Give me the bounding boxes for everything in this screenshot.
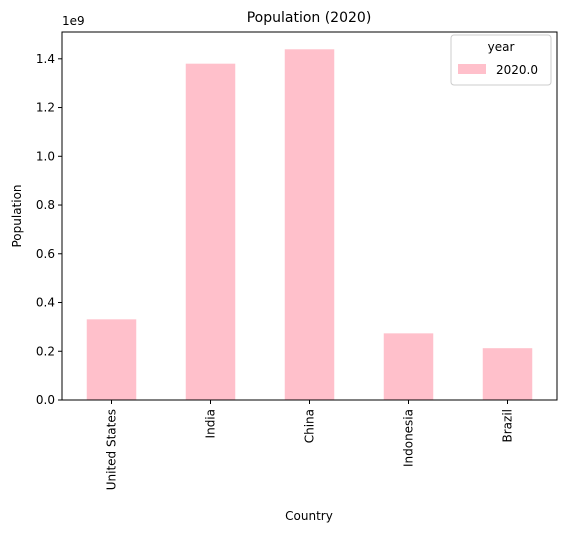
y-axis: 0.0 0.2 0.4 0.6 0.8 1.0 1.2 1.4: [36, 52, 62, 407]
x-tick-label: Brazil: [501, 409, 515, 443]
legend-swatch: [458, 64, 486, 74]
plot-frame: [61, 31, 558, 401]
y-tick-label: 1.0: [36, 149, 55, 163]
y-tick-label: 1.2: [36, 101, 55, 115]
y-axis-label: Population: [10, 184, 24, 247]
y-tick-label: 0.0: [36, 393, 55, 407]
legend-series-label: 2020.0: [496, 63, 538, 77]
y-tick-label: 0.6: [36, 247, 55, 261]
x-axis-label: Country: [285, 509, 333, 523]
bar: [482, 348, 533, 400]
x-tick-label: China: [303, 409, 317, 443]
bar: [185, 63, 236, 400]
x-axis: United States India China Indonesia Brazil: [105, 400, 515, 490]
bars-group: [86, 49, 533, 400]
bar: [284, 49, 335, 400]
y-tick-label: 1.4: [36, 52, 55, 66]
chart-title: Population (2020): [247, 10, 372, 26]
y-tick-label: 0.8: [36, 198, 55, 212]
legend-title: year: [488, 40, 515, 54]
y-tick-label: 0.2: [36, 344, 55, 358]
bar: [383, 333, 434, 400]
bar: [86, 319, 137, 400]
legend: year 2020.0: [450, 34, 552, 86]
x-tick-label: India: [204, 409, 218, 438]
x-tick-label: Indonesia: [402, 409, 416, 467]
y-tick-label: 0.4: [36, 296, 55, 310]
x-tick-label: United States: [105, 409, 119, 490]
y-offset-label: 1e9: [62, 14, 85, 28]
